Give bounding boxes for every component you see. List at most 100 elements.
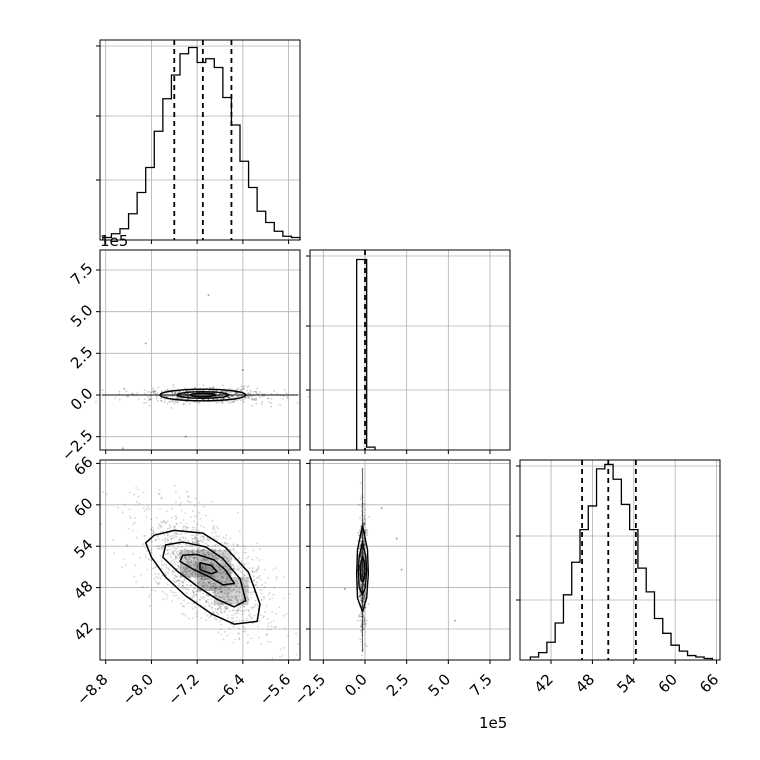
sample-point (219, 590, 222, 593)
sample-point (220, 590, 223, 593)
sample-point (219, 587, 222, 590)
sample-point (216, 608, 219, 611)
sample-point (174, 518, 177, 520)
sample-point (162, 530, 165, 533)
density-cell (231, 591, 249, 605)
sample-point (179, 551, 181, 554)
sample-point (261, 392, 264, 395)
sample-point (179, 552, 181, 555)
sample-point (124, 563, 127, 566)
sample-point (153, 390, 155, 393)
sample-point (246, 596, 249, 598)
sample-point (221, 571, 224, 574)
sample-point (195, 497, 197, 500)
sample-point (221, 559, 224, 561)
sample-point (202, 384, 205, 387)
sample-point (235, 611, 238, 614)
sample-point (363, 618, 366, 621)
sample-point (216, 577, 219, 580)
sample-point (295, 653, 298, 656)
sample-point (233, 566, 235, 569)
sample-point (254, 390, 257, 393)
sample-point (168, 548, 171, 551)
sample-point (227, 559, 230, 562)
sample-point (210, 587, 213, 590)
sample-point (172, 559, 174, 562)
sample-point (261, 400, 263, 403)
sample-point (171, 399, 173, 402)
sample-point (252, 606, 254, 609)
sample-point (217, 588, 220, 590)
sample-point (158, 492, 161, 495)
sample-point (207, 602, 209, 604)
sample-point (192, 552, 194, 555)
sample-point (215, 558, 218, 561)
sample-point (287, 634, 289, 637)
sample-point (187, 395, 190, 398)
sample-point (143, 510, 146, 513)
sample-point (360, 505, 363, 507)
sample-point (196, 541, 199, 544)
sample-point (201, 597, 204, 599)
sample-point (257, 625, 260, 628)
sample-point (157, 583, 160, 586)
sample-point (232, 588, 235, 590)
sample-point (224, 605, 227, 608)
sample-point (184, 526, 187, 528)
sample-point (196, 590, 199, 593)
sample-point (241, 571, 244, 574)
sample-point (175, 576, 178, 579)
sample-point (212, 528, 215, 531)
sample-point (360, 597, 363, 600)
sample-point (183, 392, 186, 395)
sample-point (154, 389, 157, 392)
sample-point (177, 539, 180, 542)
sample-point (226, 601, 229, 604)
sample-point (206, 538, 209, 541)
sample-point (193, 592, 195, 594)
sample-point (364, 597, 367, 600)
sample-point (226, 400, 229, 403)
sample-point (192, 591, 195, 594)
sample-point (167, 545, 170, 547)
sample-point (188, 569, 191, 572)
sample-point (225, 542, 228, 545)
sample-point (266, 628, 269, 631)
sample-point (247, 641, 250, 644)
sample-point (359, 554, 362, 557)
sample-point (169, 535, 172, 538)
sample-point (214, 400, 217, 403)
sample-point (225, 592, 228, 595)
sample-point (177, 584, 180, 587)
sample-point (105, 492, 108, 495)
sample-point (182, 599, 185, 602)
sample-point (357, 503, 360, 506)
sample-point (117, 506, 120, 509)
sample-point (252, 591, 255, 594)
density-cell (214, 549, 232, 564)
sample-point (214, 608, 217, 610)
sample-point (210, 586, 213, 589)
outlier-point (121, 447, 124, 450)
sample-point (172, 563, 174, 566)
x-tick-label: −8.8 (73, 670, 111, 708)
sample-point (189, 544, 191, 547)
sample-point (251, 571, 254, 573)
sample-point (178, 496, 181, 499)
sample-point (152, 530, 155, 533)
sample-point (170, 541, 173, 544)
sample-point (212, 387, 214, 389)
sample-point (262, 616, 265, 619)
sample-point (161, 547, 163, 550)
x-tick-label: −2.5 (291, 670, 329, 708)
sample-point (363, 593, 366, 596)
sample-point (179, 576, 182, 579)
sample-point (218, 605, 221, 607)
sample-point (363, 522, 366, 525)
sample-point (237, 387, 240, 390)
sample-point (174, 392, 177, 394)
sample-point (200, 578, 203, 580)
sample-point (257, 566, 260, 569)
sample-point (205, 558, 208, 561)
sample-point (149, 398, 152, 401)
